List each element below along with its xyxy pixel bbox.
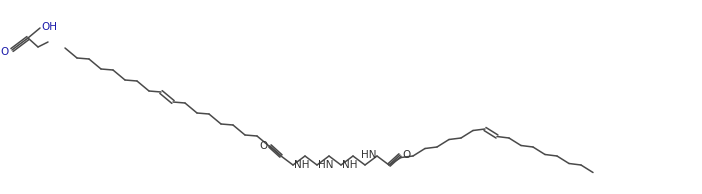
Text: HN: HN [318, 160, 333, 170]
Text: NH: NH [342, 160, 357, 170]
Text: OH: OH [41, 22, 57, 32]
Text: O: O [260, 141, 268, 151]
Text: NH: NH [294, 160, 310, 170]
Text: O: O [1, 47, 9, 57]
Text: O: O [402, 150, 410, 160]
Text: HN: HN [361, 150, 376, 160]
